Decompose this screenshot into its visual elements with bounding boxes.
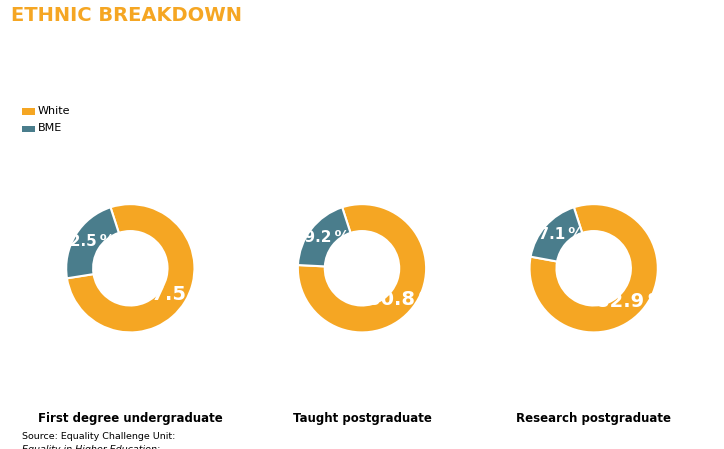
Bar: [22, 108, 35, 115]
Text: 82.9 %: 82.9 %: [596, 292, 668, 311]
Text: AT DIFFERENT LEVELS OF STUDY: AT DIFFERENT LEVELS OF STUDY: [11, 65, 368, 84]
Text: 19.2 %: 19.2 %: [294, 230, 350, 245]
Wedge shape: [66, 207, 119, 278]
Wedge shape: [529, 204, 658, 332]
Wedge shape: [298, 204, 426, 332]
Text: Equality in Higher Education:
Statistical Report 2015, Part 2: Students: Equality in Higher Education: Statistica…: [22, 445, 214, 449]
Bar: [22, 126, 35, 132]
Wedge shape: [67, 204, 195, 332]
Text: 22.5 %: 22.5 %: [59, 234, 115, 249]
Text: BME: BME: [38, 123, 62, 133]
Text: 17.1 %: 17.1 %: [528, 227, 584, 242]
Text: Research postgraduate: Research postgraduate: [516, 412, 671, 425]
Text: First degree undergraduate: First degree undergraduate: [38, 412, 223, 425]
Text: White: White: [38, 106, 70, 116]
Wedge shape: [531, 207, 582, 261]
Text: OF FIRST-YEAR STUDENTS: OF FIRST-YEAR STUDENTS: [11, 35, 293, 54]
Text: 80.8 %: 80.8 %: [366, 290, 438, 308]
Text: ETHNIC BREAKDOWN: ETHNIC BREAKDOWN: [11, 6, 242, 25]
Text: Source: Equality Challenge Unit:: Source: Equality Challenge Unit:: [22, 431, 178, 440]
Text: 77.5 %: 77.5 %: [138, 285, 209, 304]
Wedge shape: [298, 207, 350, 266]
Text: Taught postgraduate: Taught postgraduate: [292, 412, 432, 425]
